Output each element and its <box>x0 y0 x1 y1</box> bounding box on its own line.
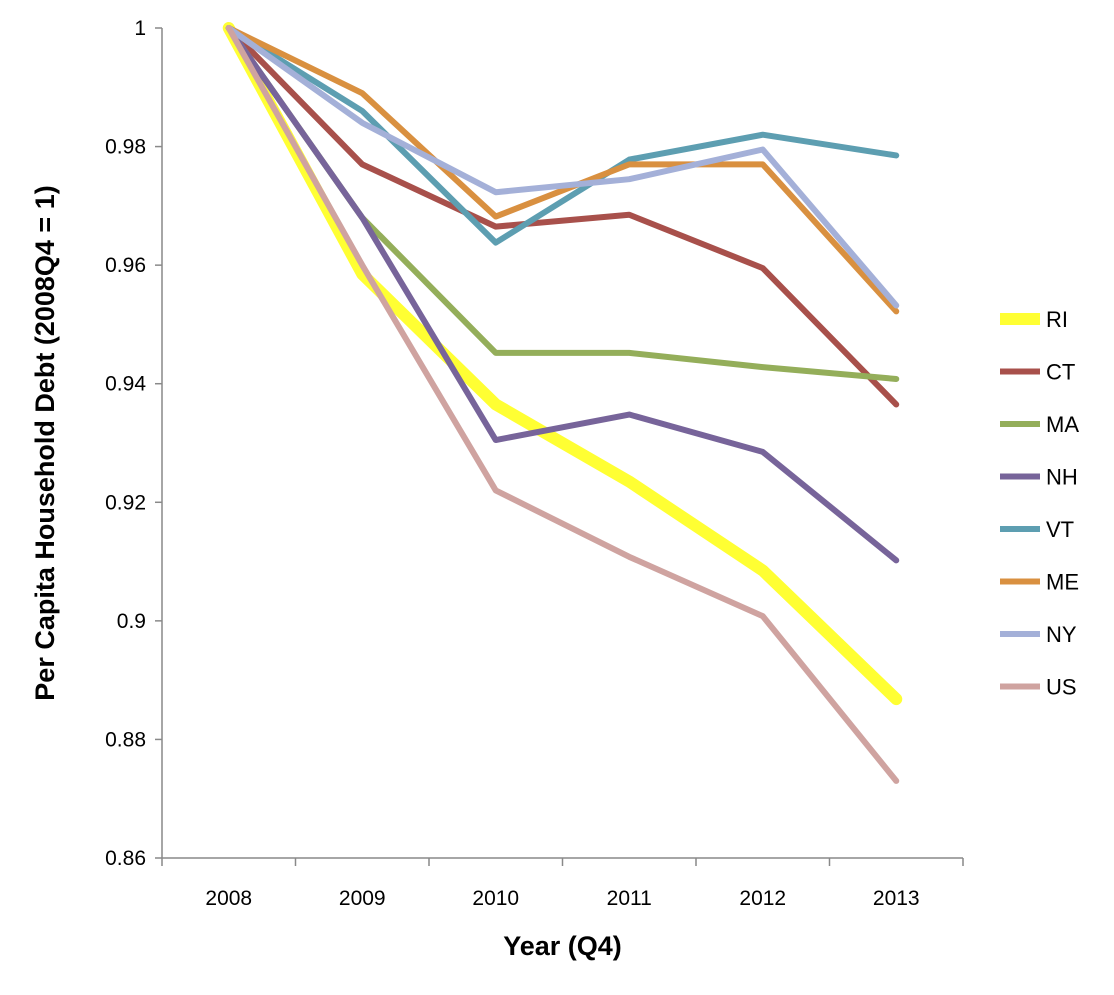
y-tick-label: 0.98 <box>105 136 146 159</box>
series-line-us <box>225 25 900 784</box>
x-tick-label: 2012 <box>739 887 786 910</box>
legend-label-ri: RI <box>1046 307 1068 332</box>
legend-label-us: US <box>1046 675 1077 700</box>
legend-label-nh: NH <box>1046 465 1078 490</box>
y-axis-ticks: 0.86 0.88 0.9 0.92 0.94 0.96 0.98 1 <box>105 17 162 870</box>
x-axis-title: Year (Q4) <box>503 931 622 961</box>
legend-label-me: ME <box>1046 570 1079 595</box>
legend-label-ma: MA <box>1046 412 1079 437</box>
y-tick-label: 0.9 <box>117 610 146 633</box>
legend: RI CT MA NH VT ME NY US <box>1000 307 1079 700</box>
x-tick-label: 2009 <box>339 887 386 910</box>
series-line-vt <box>225 25 900 246</box>
x-tick-label: 2013 <box>873 887 920 910</box>
y-axis-title: Per Capita Household Debt (2008Q4 = 1) <box>30 185 60 700</box>
x-tick-label: 2008 <box>205 887 252 910</box>
x-tick-label: 2011 <box>607 887 652 910</box>
y-tick-label: 0.86 <box>105 847 146 870</box>
y-tick-label: 1 <box>134 17 146 40</box>
legend-label-vt: VT <box>1046 517 1074 542</box>
series-line-ri <box>222 22 903 706</box>
series-line-ny <box>225 25 900 309</box>
series-lines <box>222 22 903 784</box>
series-line-ct <box>225 25 900 408</box>
y-tick-label: 0.92 <box>105 491 146 514</box>
x-tick-label: 2010 <box>472 887 519 910</box>
series-line-nh <box>225 25 900 564</box>
y-tick-label: 0.96 <box>105 254 146 277</box>
y-tick-label: 0.88 <box>105 728 146 751</box>
legend-label-ct: CT <box>1046 360 1075 385</box>
x-axis-ticks: 2008 2009 2010 2011 2012 2013 <box>161 858 964 910</box>
y-tick-label: 0.94 <box>105 373 146 396</box>
legend-label-ny: NY <box>1046 622 1077 647</box>
series-line-me <box>225 25 900 315</box>
